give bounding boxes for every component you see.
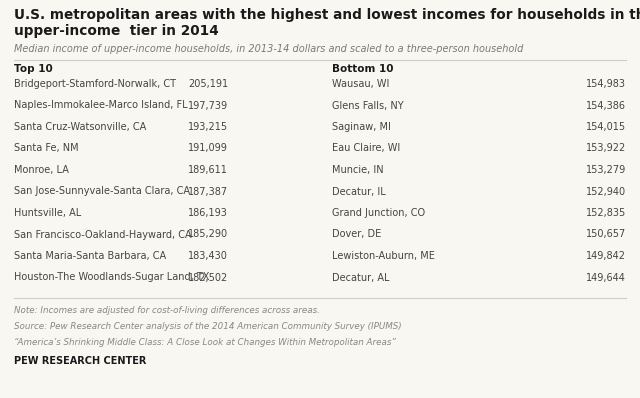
Text: Grand Junction, CO: Grand Junction, CO (332, 208, 425, 218)
Text: 149,842: 149,842 (586, 251, 626, 261)
Text: 154,015: 154,015 (586, 122, 626, 132)
Text: Naples-Immokalee-Marco Island, FL: Naples-Immokalee-Marco Island, FL (14, 101, 188, 111)
Text: 205,191: 205,191 (188, 79, 228, 89)
Text: Muncie, IN: Muncie, IN (332, 165, 383, 175)
Text: Glens Falls, NY: Glens Falls, NY (332, 101, 404, 111)
Text: 187,387: 187,387 (188, 187, 228, 197)
Text: San Francisco-Oakland-Hayward, CA: San Francisco-Oakland-Hayward, CA (14, 230, 191, 240)
Text: Source: Pew Research Center analysis of the 2014 American Community Survey (IPUM: Source: Pew Research Center analysis of … (14, 322, 402, 331)
Text: U.S. metropolitan areas with the highest and lowest incomes for households in th: U.S. metropolitan areas with the highest… (14, 8, 640, 22)
Text: 154,983: 154,983 (586, 79, 626, 89)
Text: upper-income  tier in 2014: upper-income tier in 2014 (14, 24, 219, 38)
Text: 154,386: 154,386 (586, 101, 626, 111)
Text: Lewiston-Auburn, ME: Lewiston-Auburn, ME (332, 251, 435, 261)
Text: Wausau, WI: Wausau, WI (332, 79, 389, 89)
Text: Santa Maria-Santa Barbara, CA: Santa Maria-Santa Barbara, CA (14, 251, 166, 261)
Text: Median income of upper-income households, in 2013-14 dollars and scaled to a thr: Median income of upper-income households… (14, 44, 524, 54)
Text: Saginaw, MI: Saginaw, MI (332, 122, 391, 132)
Text: Bridgeport-Stamford-Norwalk, CT: Bridgeport-Stamford-Norwalk, CT (14, 79, 176, 89)
Text: Santa Cruz-Watsonville, CA: Santa Cruz-Watsonville, CA (14, 122, 147, 132)
Text: Dover, DE: Dover, DE (332, 230, 381, 240)
Text: 197,739: 197,739 (188, 101, 228, 111)
Text: Monroe, LA: Monroe, LA (14, 165, 69, 175)
Text: “America’s Shrinking Middle Class: A Close Look at Changes Within Metropolitan A: “America’s Shrinking Middle Class: A Clo… (14, 338, 396, 347)
Text: 150,657: 150,657 (586, 230, 626, 240)
Text: 191,099: 191,099 (188, 144, 228, 154)
Text: PEW RESEARCH CENTER: PEW RESEARCH CENTER (14, 356, 147, 366)
Text: 183,430: 183,430 (188, 251, 228, 261)
Text: 153,922: 153,922 (586, 144, 626, 154)
Text: Top 10: Top 10 (14, 64, 52, 74)
Text: San Jose-Sunnyvale-Santa Clara, CA: San Jose-Sunnyvale-Santa Clara, CA (14, 187, 190, 197)
Text: 189,611: 189,611 (188, 165, 228, 175)
Text: 152,835: 152,835 (586, 208, 626, 218)
Text: Decatur, AL: Decatur, AL (332, 273, 390, 283)
Text: Eau Claire, WI: Eau Claire, WI (332, 144, 400, 154)
Text: Houston-The Woodlands-Sugar Land, TX: Houston-The Woodlands-Sugar Land, TX (14, 273, 209, 283)
Text: Decatur, IL: Decatur, IL (332, 187, 386, 197)
Text: 193,215: 193,215 (188, 122, 228, 132)
Text: 153,279: 153,279 (586, 165, 626, 175)
Text: Santa Fe, NM: Santa Fe, NM (14, 144, 79, 154)
Text: Note: Incomes are adjusted for cost-of-living differences across areas.: Note: Incomes are adjusted for cost-of-l… (14, 306, 320, 315)
Text: Bottom 10: Bottom 10 (332, 64, 394, 74)
Text: 186,193: 186,193 (188, 208, 228, 218)
Text: Huntsville, AL: Huntsville, AL (14, 208, 81, 218)
Text: 182,502: 182,502 (188, 273, 228, 283)
Text: 152,940: 152,940 (586, 187, 626, 197)
Text: 185,290: 185,290 (188, 230, 228, 240)
Text: 149,644: 149,644 (586, 273, 626, 283)
